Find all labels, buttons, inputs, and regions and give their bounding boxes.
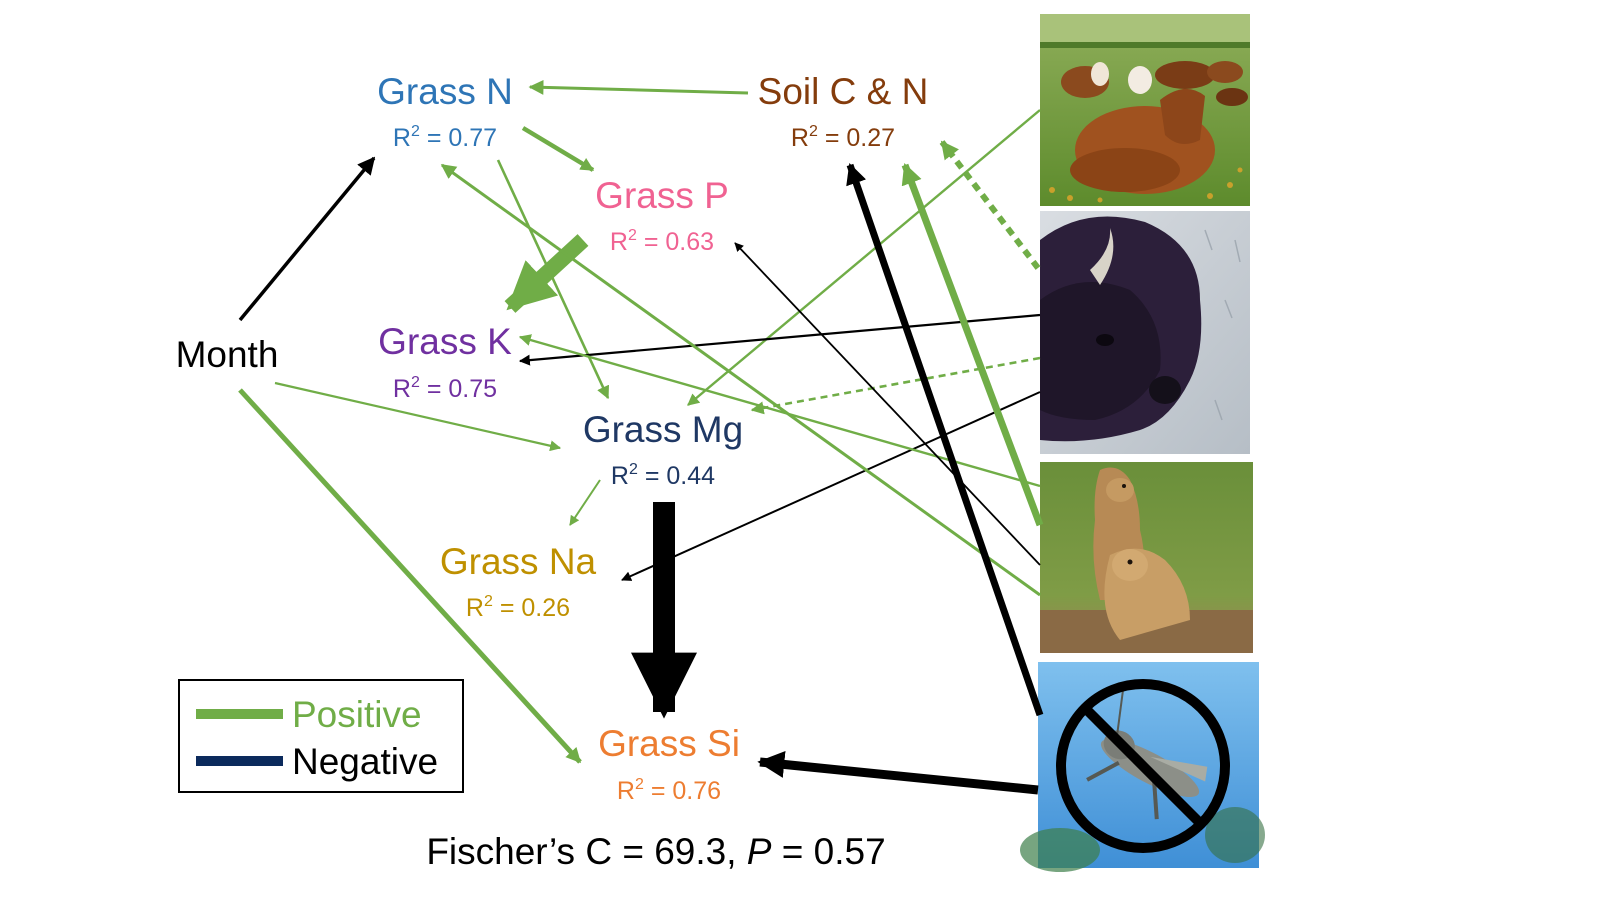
node-grass-k: Grass K R2 = 0.75	[378, 321, 512, 403]
node-grass-mg-name: Grass Mg	[583, 409, 743, 450]
path-month-grass-si	[238, 388, 582, 764]
path-bison-grass-na	[621, 391, 1041, 581]
node-month-name: Month	[176, 334, 279, 375]
node-soil-name: Soil C & N	[758, 71, 929, 112]
node-grass-na: Grass Na R2 = 0.26	[440, 541, 597, 622]
no-grasshopper-photo	[1020, 662, 1265, 872]
legend-box	[178, 679, 464, 793]
node-grass-n: Grass N R2 = 0.77	[377, 71, 513, 152]
bison-photo	[1040, 211, 1250, 454]
node-grass-p: Grass P R2 = 0.63	[595, 175, 729, 256]
path-grass-n-grass-p	[521, 126, 595, 172]
node-grass-n-r2: R2 = 0.77	[393, 123, 497, 152]
path-soil-grass-n	[528, 79, 749, 95]
path-prairie-dog-grass-n	[440, 163, 1041, 597]
node-grass-k-name: Grass K	[378, 321, 512, 362]
path-grasshopper-grass-si	[757, 751, 1039, 795]
model-fit-statistic: Fischer’s C = 69.3, P = 0.57	[426, 831, 885, 872]
node-grass-na-name: Grass Na	[440, 541, 597, 582]
prairie-dog-photo	[1040, 462, 1253, 653]
path-cattle-grass-mg	[687, 109, 1041, 406]
node-grass-na-r2: R2 = 0.26	[466, 593, 570, 622]
path-prairie-dog-soil	[901, 163, 1044, 527]
node-grass-p-name: Grass P	[595, 175, 729, 216]
path-prairie-dog-grass-p	[734, 242, 1041, 566]
node-month: Month	[176, 334, 279, 375]
node-grass-n-name: Grass N	[377, 71, 513, 112]
node-grass-mg: Grass Mg R2 = 0.44	[583, 409, 743, 490]
legend-negative-label: Negative	[292, 741, 438, 782]
path-bison-grass-k	[518, 313, 1041, 366]
node-soil-r2: R2 = 0.27	[791, 123, 895, 152]
node-grass-mg-r2: R2 = 0.44	[611, 461, 715, 490]
path-bison-grass-mg	[750, 356, 1041, 415]
path-grass-p-grass-k	[504, 234, 589, 313]
node-grass-p-r2: R2 = 0.63	[610, 227, 714, 256]
legend-positive-label: Positive	[292, 694, 422, 735]
legend: Positive Negative	[178, 679, 464, 793]
node-grass-si-r2: R2 = 0.76	[617, 776, 721, 805]
cattle-photo	[1040, 14, 1250, 206]
path-month-grass-mg	[274, 381, 562, 452]
path-grass-n-grass-mg	[496, 159, 610, 400]
path-grass-mg-grass-na	[569, 479, 601, 526]
path-grasshopper-soil	[846, 163, 1044, 717]
path-bison-soil	[939, 140, 1041, 270]
node-grass-si: Grass Si R2 = 0.76	[598, 723, 740, 805]
node-soil: Soil C & N R2 = 0.27	[758, 71, 929, 152]
path-month-grass-n	[238, 156, 376, 322]
node-grass-k-r2: R2 = 0.75	[393, 374, 497, 403]
node-grass-si-name: Grass Si	[598, 723, 740, 764]
